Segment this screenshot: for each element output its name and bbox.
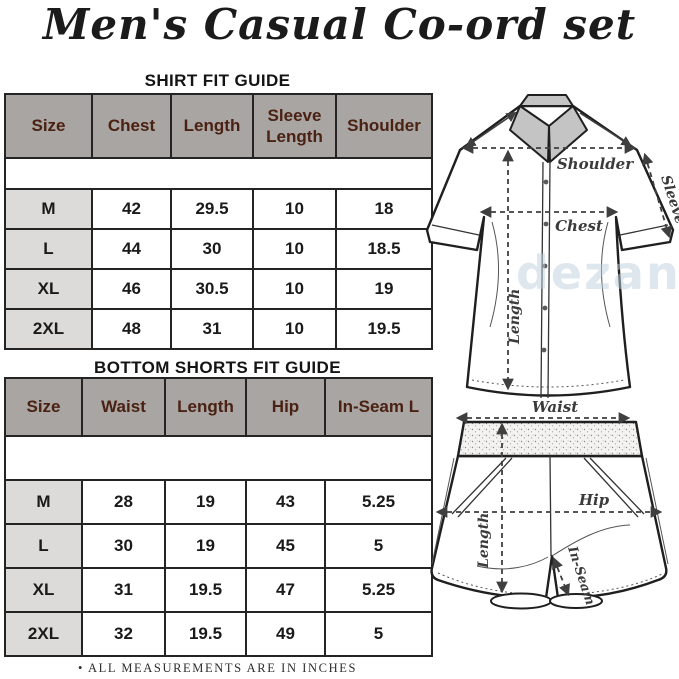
table-row: M 42 29.5 10 18 — [4, 188, 433, 230]
table-row: M 28 19 43 5.25 — [4, 479, 433, 525]
size-cell: 2XL — [4, 611, 83, 657]
waist-label: Waist — [532, 398, 578, 416]
hip-label: Hip — [578, 491, 610, 509]
collar-back — [519, 94, 574, 107]
value-cell: 31 — [170, 308, 254, 350]
value-cell: 10 — [252, 188, 337, 230]
table-row: L 30 19 45 5 — [4, 523, 433, 569]
value-cell: 5.25 — [324, 567, 433, 613]
column-header-sleeve-length: Sleeve Length — [252, 93, 337, 159]
inseam-arrow — [552, 556, 570, 597]
value-cell: 19 — [335, 268, 433, 310]
table-row: L 44 30 10 18.5 — [4, 228, 433, 270]
value-cell: 19.5 — [164, 611, 247, 657]
seat-curve — [476, 556, 549, 570]
value-cell: 10 — [252, 228, 337, 270]
value-cell: 47 — [245, 567, 326, 613]
shorts-outline — [430, 454, 668, 600]
hem-stitch — [437, 572, 663, 596]
value-cell: 44 — [91, 228, 172, 270]
table-row: 2XL 32 19.5 49 5 — [4, 611, 433, 657]
column-header-hip: Hip — [245, 377, 326, 437]
value-cell: 19 — [164, 479, 247, 525]
value-cell: 19.5 — [164, 567, 247, 613]
value-cell: 32 — [81, 611, 166, 657]
length-label: Length — [507, 289, 523, 345]
value-cell: 5.25 — [324, 479, 433, 525]
shorts-header-row: Size Waist Length Hip In-Seam L — [4, 377, 433, 437]
shirt-diagram: Shoulder Sleeve Chest Length — [425, 94, 679, 399]
leg-opening — [549, 593, 603, 609]
value-cell: 45 — [245, 523, 326, 569]
column-header-length: Length — [170, 93, 254, 159]
center-seam — [549, 455, 552, 557]
value-cell: 28 — [81, 479, 166, 525]
value-cell: 46 — [91, 268, 172, 310]
value-cell: 18 — [335, 188, 433, 230]
value-cell: 48 — [91, 308, 172, 350]
shirt-header-row: Size Chest Length Sleeve Length Shoulder — [4, 93, 433, 159]
shorts-table-heading: BOTTOM SHORTS FIT GUIDE — [94, 358, 341, 377]
waistband — [456, 420, 644, 458]
cuff-line — [431, 224, 480, 236]
column-header-size: Size — [4, 93, 93, 159]
page-title: Men's Casual Co-ord set — [42, 0, 637, 49]
size-cell: L — [4, 228, 93, 270]
value-cell: 49 — [245, 611, 326, 657]
value-cell: 19 — [164, 523, 247, 569]
placket-line — [540, 161, 551, 399]
leg-opening — [490, 592, 552, 610]
chest-label: Chest — [555, 217, 603, 235]
shoulder-seam-arrow — [579, 112, 632, 147]
column-header-chest: Chest — [91, 93, 172, 159]
shirt-outline — [425, 104, 675, 397]
size-cell: XL — [4, 268, 93, 310]
table-row: 2XL 48 31 10 19.5 — [4, 308, 433, 350]
column-header-size: Size — [4, 377, 83, 437]
spacer-cell — [4, 157, 433, 190]
value-cell: 42 — [91, 188, 172, 230]
size-cell: L — [4, 523, 83, 569]
value-cell: 30 — [170, 228, 254, 270]
shorts-fit-table: Size Waist Length Hip In-Seam L M 28 19 … — [4, 377, 433, 657]
value-cell: 43 — [245, 479, 326, 525]
size-cell: 2XL — [4, 308, 93, 350]
shoulder-label: Shoulder — [557, 155, 634, 173]
shoulder-seam-arrow — [465, 111, 517, 148]
shirt-fit-table: Size Chest Length Sleeve Length Shoulder… — [4, 93, 433, 350]
spacer-row — [4, 157, 433, 190]
drape-line — [489, 221, 500, 328]
column-header-length: Length — [164, 377, 247, 437]
measurements-note: • ALL MEASUREMENTS ARE IN INCHES — [77, 661, 358, 675]
column-header-waist: Waist — [81, 377, 166, 437]
value-cell: 18.5 — [335, 228, 433, 270]
column-header-shoulder: Shoulder — [335, 93, 433, 159]
seat-curve — [551, 524, 631, 557]
table-row: XL 46 30.5 10 19 — [4, 268, 433, 310]
drape-line — [600, 221, 611, 328]
shorts-diagram: Waist Hip Length In-Seam — [430, 398, 669, 610]
value-cell: 10 — [252, 308, 337, 350]
value-cell: 19.5 — [335, 308, 433, 350]
value-cell: 31 — [81, 567, 166, 613]
value-cell: 10 — [252, 268, 337, 310]
size-cell: M — [4, 188, 93, 230]
value-cell: 5 — [324, 523, 433, 569]
spacer-cell — [4, 435, 433, 481]
shirt-table-heading: SHIRT FIT GUIDE — [144, 71, 291, 90]
value-cell: 30 — [81, 523, 166, 569]
size-cell: M — [4, 479, 83, 525]
table-row: XL 31 19.5 47 5.25 — [4, 567, 433, 613]
length-label: Length — [476, 513, 492, 569]
spacer-row — [4, 435, 433, 481]
size-cell: XL — [4, 567, 83, 613]
buttons — [541, 179, 549, 353]
value-cell: 5 — [324, 611, 433, 657]
value-cell: 30.5 — [170, 268, 254, 310]
value-cell: 29.5 — [170, 188, 254, 230]
column-header-inseam: In-Seam L — [324, 377, 433, 437]
